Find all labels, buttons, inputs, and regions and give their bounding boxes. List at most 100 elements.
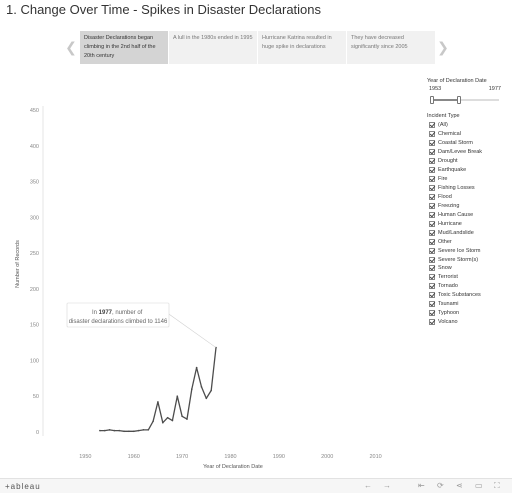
incident-option-16[interactable]: Snow [427, 264, 507, 273]
year-range-slider[interactable] [427, 96, 501, 104]
y-tick-label: 0 [36, 430, 39, 436]
checkbox-checked-icon[interactable] [429, 283, 435, 290]
checkbox-checked-icon[interactable] [429, 229, 435, 236]
incident-option-18[interactable]: Tornado [427, 282, 507, 291]
checkbox-checked-icon[interactable] [429, 122, 435, 129]
incident-option-21[interactable]: Typhoon [427, 309, 507, 318]
incident-option-1[interactable]: Chemical [427, 130, 507, 139]
checkbox-checked-icon[interactable] [429, 247, 435, 254]
checkbox-checked-icon[interactable] [429, 274, 435, 281]
checkbox-checked-icon[interactable] [429, 238, 435, 245]
data-point[interactable] [205, 397, 208, 400]
x-tick-label: 1990 [273, 454, 285, 460]
checkbox-checked-icon[interactable] [429, 211, 435, 218]
incident-option-label: Chemical [438, 131, 461, 138]
incident-option-8[interactable]: Flood [427, 193, 507, 202]
fullscreen-icon[interactable]: ⛶ [494, 481, 500, 490]
checkbox-checked-icon[interactable] [429, 301, 435, 308]
incident-option-19[interactable]: Toxic Substances [427, 291, 507, 300]
data-point[interactable] [142, 429, 145, 431]
data-point[interactable] [128, 430, 130, 433]
incident-option-22[interactable]: Volcano [427, 318, 507, 327]
data-point[interactable] [161, 421, 164, 424]
download-icon[interactable]: ▭ [475, 481, 483, 490]
checkbox-checked-icon[interactable] [429, 140, 435, 147]
data-point[interactable] [181, 415, 183, 418]
data-point[interactable] [147, 429, 150, 431]
incident-option-3[interactable]: Dam/Levee Break [427, 148, 507, 157]
checkbox-checked-icon[interactable] [429, 167, 435, 174]
story-point-1[interactable]: Disaster Declarations began climbing in … [80, 31, 168, 64]
story-point-4[interactable]: They have decreased significantly since … [347, 31, 435, 64]
redo-icon[interactable]: → [383, 481, 391, 490]
checkbox-checked-icon[interactable] [429, 193, 435, 200]
data-point[interactable] [108, 429, 111, 431]
data-point[interactable] [118, 429, 121, 432]
y-tick-label: 100 [30, 358, 39, 364]
data-point[interactable] [123, 430, 125, 433]
incident-option-2[interactable]: Coastal Storm [427, 139, 507, 148]
year-max-label: 1977 [488, 86, 501, 92]
data-point[interactable] [137, 429, 140, 432]
x-tick-label: 2010 [370, 454, 382, 460]
data-point[interactable] [157, 401, 159, 403]
data-point[interactable] [176, 395, 179, 398]
story-navigator: ❮ Disaster Declarations began climbing i… [64, 31, 454, 64]
checkbox-checked-icon[interactable] [429, 158, 435, 165]
incident-option-14[interactable]: Severe Ice Storm [427, 246, 507, 255]
incident-option-15[interactable]: Severe Storm(s) [427, 255, 507, 264]
data-point[interactable] [210, 389, 212, 392]
data-point[interactable] [132, 430, 135, 433]
story-point-2[interactable]: A lull in the 1980s ended in 1995 [169, 31, 257, 64]
incident-option-4[interactable]: Drought [427, 157, 507, 166]
checkbox-checked-icon[interactable] [429, 176, 435, 183]
checkbox-checked-icon[interactable] [429, 220, 435, 227]
data-point[interactable] [103, 429, 106, 432]
data-point[interactable] [186, 418, 188, 420]
checkbox-checked-icon[interactable] [429, 292, 435, 299]
incident-option-7[interactable]: Fishing Losses [427, 184, 507, 193]
incident-option-11[interactable]: Hurricane [427, 219, 507, 228]
checkbox-checked-icon[interactable] [429, 319, 435, 326]
annotation-line-1: In 1977, number of [92, 310, 143, 316]
incident-option-17[interactable]: Terrorist [427, 273, 507, 282]
incident-option-20[interactable]: Tsunami [427, 300, 507, 309]
share-icon[interactable]: ⋖ [456, 481, 463, 490]
checkbox-checked-icon[interactable] [429, 185, 435, 192]
incident-option-9[interactable]: Freezing [427, 201, 507, 210]
incident-filter-title: Incident Type [427, 113, 460, 119]
data-point[interactable] [152, 420, 154, 423]
data-point[interactable] [195, 366, 198, 369]
series-line[interactable] [99, 347, 217, 432]
refresh-icon[interactable]: ⟳ [437, 481, 444, 490]
incident-option-label: Hurricane [438, 220, 462, 227]
data-point[interactable] [171, 419, 174, 422]
incident-option-13[interactable]: Other [427, 237, 507, 246]
incident-option-5[interactable]: Earthquake [427, 166, 507, 175]
incident-option-12[interactable]: Mud/Landslide [427, 228, 507, 237]
incident-option-0[interactable]: (All) [427, 121, 507, 130]
revert-icon[interactable]: ⇤ [418, 481, 425, 490]
year-max-handle[interactable] [457, 96, 461, 104]
story-prev-arrow-icon[interactable]: ❮ [65, 39, 77, 55]
year-filter-title: Year of Declaration Date [427, 78, 487, 84]
data-point[interactable] [200, 386, 203, 388]
data-point[interactable] [166, 416, 169, 419]
y-tick-label: 150 [30, 323, 39, 329]
checkbox-checked-icon[interactable] [429, 202, 435, 209]
story-next-arrow-icon[interactable]: ❯ [437, 39, 449, 55]
checkbox-checked-icon[interactable] [429, 149, 435, 156]
undo-icon[interactable]: ← [364, 481, 372, 490]
data-point[interactable] [191, 388, 193, 390]
incident-option-10[interactable]: Human Cause [427, 210, 507, 219]
tableau-logo: +ableau [5, 482, 41, 491]
data-point[interactable] [99, 429, 101, 432]
checkbox-checked-icon[interactable] [429, 256, 435, 263]
year-min-handle[interactable] [430, 96, 434, 104]
checkbox-checked-icon[interactable] [429, 131, 435, 138]
data-point[interactable] [113, 429, 116, 432]
story-point-3[interactable]: Hurricane Katrina resulted in huge spike… [258, 31, 346, 64]
checkbox-checked-icon[interactable] [429, 265, 435, 272]
checkbox-checked-icon[interactable] [429, 310, 435, 317]
incident-option-6[interactable]: Fire [427, 175, 507, 184]
